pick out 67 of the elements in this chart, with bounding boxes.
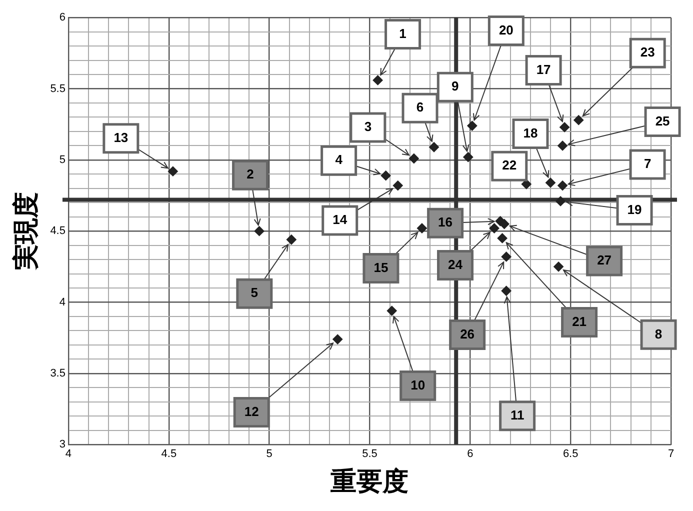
x-axis-title: 重要度 [330, 467, 409, 498]
annotation: 19 [627, 202, 642, 217]
annotation: 20 [498, 22, 514, 38]
annotation: 5 [250, 285, 258, 300]
annotation: 27 [597, 252, 612, 268]
point [416, 223, 427, 234]
point [380, 170, 391, 181]
y-tick-label: 5.5 [50, 82, 66, 95]
x-tick-label: 5 [266, 448, 272, 460]
annotation: 7 [644, 156, 652, 172]
annotation: 16 [438, 214, 453, 230]
point [574, 115, 584, 126]
point [332, 334, 343, 344]
annotation: 18 [523, 125, 538, 140]
point [558, 140, 568, 151]
annotation: 12 [244, 404, 259, 419]
point [254, 226, 264, 236]
point [386, 306, 397, 316]
y-tick-label: 6 [59, 12, 66, 24]
annotation: 14 [332, 212, 348, 228]
point [429, 142, 440, 152]
annotation: 21 [572, 314, 587, 329]
point [463, 152, 474, 162]
point [286, 234, 296, 245]
annotation: 15 [374, 260, 388, 275]
point [168, 166, 178, 176]
point [497, 233, 508, 244]
x-tick-label: 6.5 [562, 448, 578, 460]
x-tick-label: 7 [668, 448, 674, 460]
y-tick-label: 4.5 [50, 225, 66, 238]
y-tick-label: 5 [59, 154, 66, 166]
point [558, 180, 568, 191]
annotation: 6 [416, 100, 424, 115]
annotation: 11 [510, 407, 524, 422]
x-tick-label: 6 [467, 448, 474, 460]
annotation: 2 [246, 166, 254, 182]
point [501, 252, 512, 262]
point [372, 75, 383, 86]
point [556, 196, 566, 206]
point [560, 122, 570, 132]
annotation: 1 [399, 26, 406, 41]
point [408, 154, 419, 164]
annotation: 22 [502, 158, 517, 173]
annotation: 8 [654, 326, 662, 342]
y-axis-title: 実現度 [11, 192, 42, 272]
annotation: 26 [460, 326, 475, 342]
y-tick-label: 3 [59, 438, 66, 451]
point [392, 180, 403, 191]
point [499, 218, 510, 229]
annotation: 25 [655, 113, 670, 128]
annotation: 3 [364, 119, 372, 134]
point [501, 286, 512, 296]
annotation: 13 [114, 130, 128, 145]
annotation: 4 [335, 152, 344, 168]
point [546, 178, 556, 188]
annotation: 9 [452, 78, 459, 94]
annotation: 17 [536, 62, 551, 77]
y-tick-label: 3.5 [50, 367, 66, 380]
point [489, 223, 500, 234]
point [554, 262, 564, 272]
x-tick-label: 4.5 [161, 448, 177, 460]
y-tick-label: 4 [59, 296, 66, 308]
x-tick-label: 5.5 [362, 448, 378, 460]
annotation: 10 [410, 377, 426, 392]
point [467, 120, 478, 131]
annotation: 24 [448, 256, 464, 272]
annotation: 23 [640, 44, 655, 60]
